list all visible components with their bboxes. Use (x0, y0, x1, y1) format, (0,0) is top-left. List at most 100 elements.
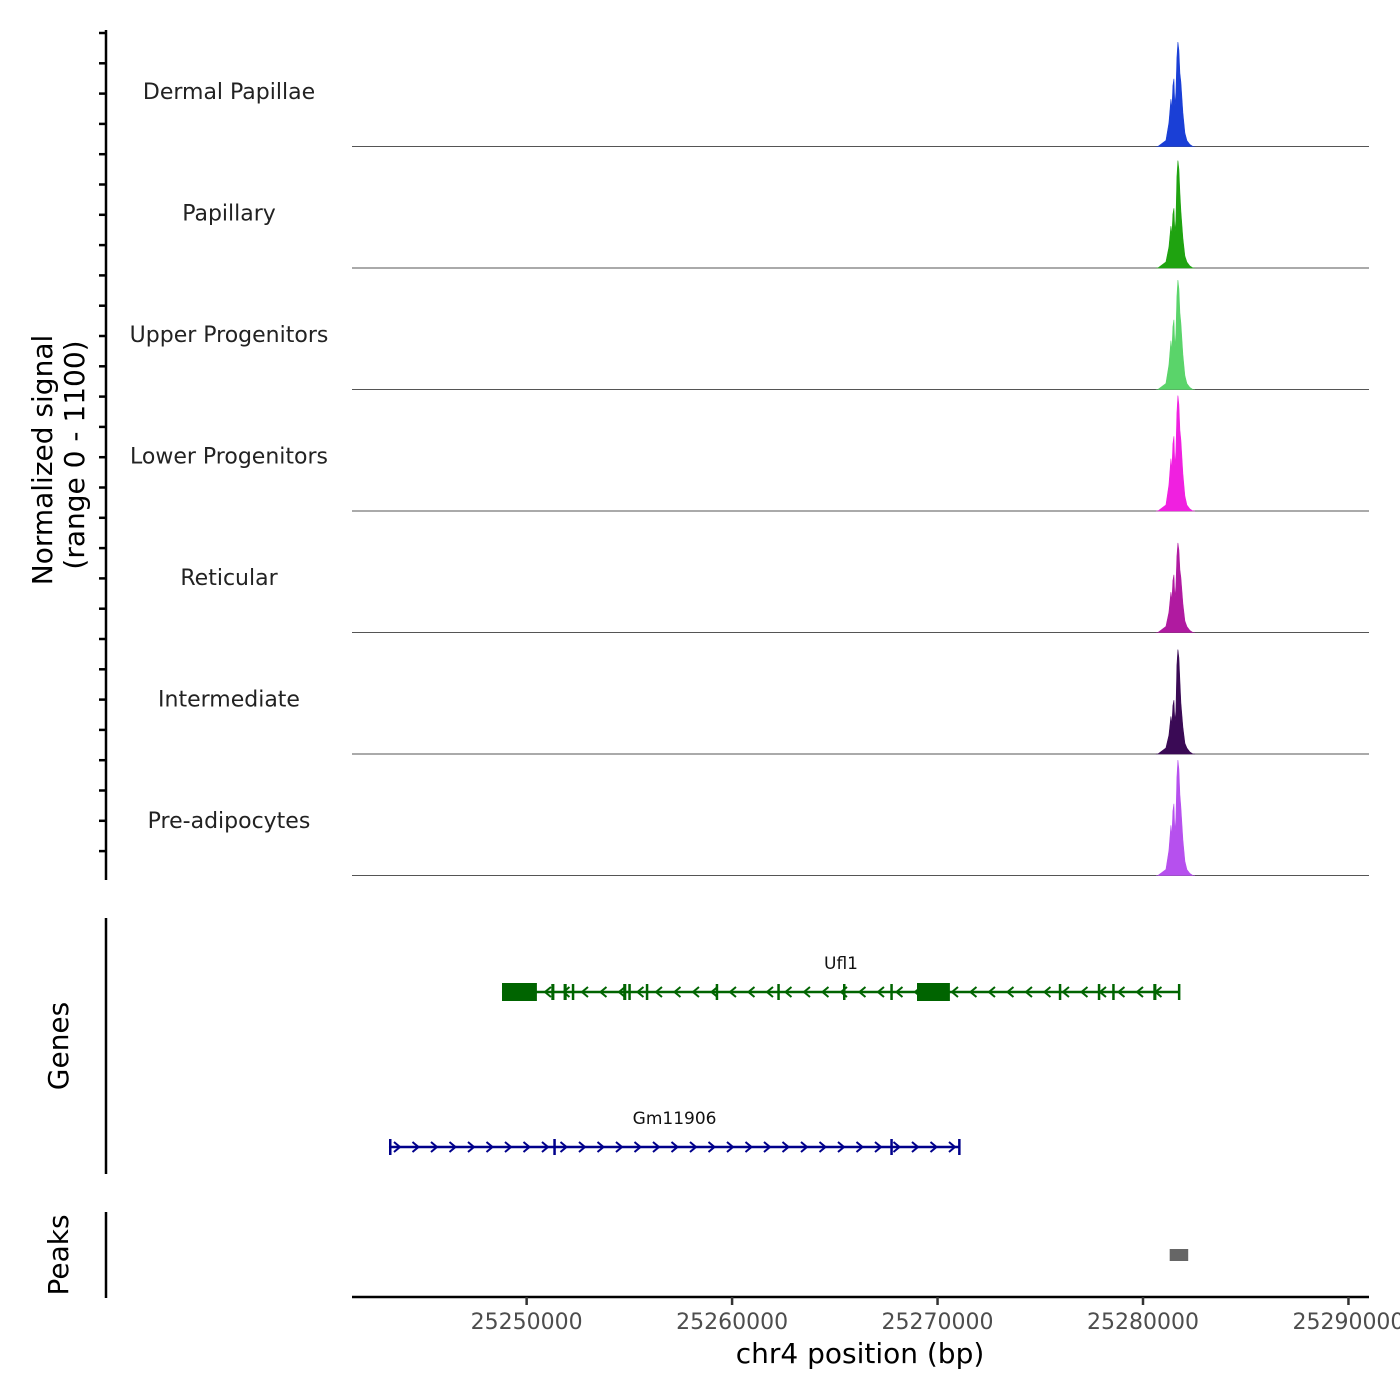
strand-chevron (411, 1141, 421, 1153)
x-axis-ticks: 25250000 25260000 25270000 25280000 25290000 (471, 1297, 1400, 1335)
exon (623, 984, 627, 1000)
track-dermal-papillae: Dermal Papillae (143, 41, 1369, 147)
strand-chevron (707, 1141, 717, 1153)
track-label: Pre-adipocytes (148, 809, 311, 834)
x-tick-label: 25260000 (676, 1310, 788, 1335)
coverage-peak (1155, 395, 1195, 512)
strand-chevron (652, 1141, 661, 1153)
strand-chevron (1061, 986, 1070, 998)
exon (1058, 984, 1062, 1000)
track-label: Intermediate (158, 687, 300, 712)
coverage-peak (1155, 279, 1195, 390)
strand-chevron (691, 986, 700, 998)
strand-chevron (654, 986, 663, 998)
coverage-peak (1155, 41, 1195, 147)
strand-chevron (672, 986, 682, 998)
strand-chevron (746, 986, 756, 998)
strand-chevron (633, 1141, 643, 1153)
exon (843, 984, 846, 1000)
strand-chevron (504, 1141, 513, 1153)
strand-chevron (485, 1141, 495, 1153)
track-papillary: Papillary (182, 160, 1369, 269)
strand-chevron (543, 986, 552, 998)
strand-chevron (578, 1141, 587, 1153)
strand-chevron (430, 1141, 439, 1153)
strand-chevron (689, 1141, 698, 1153)
y-axis-title-line1: Normalized signal (26, 335, 59, 586)
strand-chevron (670, 1141, 680, 1153)
strand-chevron (874, 1141, 883, 1153)
track-upper-progenitors: Upper Progenitors (130, 279, 1369, 390)
gene-ufl1: Ufl1 (501, 954, 1181, 1001)
exon (571, 984, 575, 1000)
strand-chevron (1135, 986, 1144, 998)
strand-chevron (763, 1141, 772, 1153)
strand-chevron (837, 1141, 846, 1153)
exon (917, 983, 950, 1001)
strand-chevron (820, 986, 830, 998)
x-tick-label: 25270000 (882, 1310, 994, 1335)
coverage-tracks: Dermal Papillae Papillary Upper Progenitor… (130, 41, 1369, 876)
strand-chevron (894, 986, 904, 998)
strand-chevron (559, 1141, 569, 1153)
exon (777, 984, 780, 1000)
strand-chevron (1005, 986, 1015, 998)
exon (1097, 984, 1101, 1000)
strand-chevron (596, 1141, 606, 1153)
strand-chevron (728, 986, 737, 998)
gene-label: Ufl1 (824, 954, 858, 974)
gene-label: Gm11906 (633, 1109, 717, 1129)
strand-chevron (800, 1141, 809, 1153)
strand-chevron (522, 1141, 532, 1153)
exon (553, 1139, 556, 1155)
strand-chevron (783, 986, 793, 998)
genes-panel: Ufl1 Gm11906 (388, 954, 1181, 1155)
strand-chevron (467, 1141, 476, 1153)
exon (645, 984, 649, 1000)
strand-chevron (802, 986, 811, 998)
strand-chevron (892, 1141, 902, 1153)
strand-chevron (393, 1141, 402, 1153)
peaks-panel (1169, 1249, 1189, 1261)
track-pre-adipocytes: Pre-adipocytes (148, 759, 1369, 876)
strand-chevron (950, 986, 959, 998)
strand-chevron (1024, 986, 1033, 998)
x-tick-label: 25250000 (471, 1310, 583, 1335)
strand-chevron (580, 986, 589, 998)
strand-chevron (448, 1141, 458, 1153)
strand-chevron (857, 986, 867, 998)
exon (1177, 984, 1181, 1000)
strand-chevron (561, 986, 571, 998)
exon (502, 983, 537, 1001)
strand-chevron (987, 986, 996, 998)
exon (1153, 984, 1157, 1000)
x-axis-title: chr4 position (bp) (736, 1337, 985, 1370)
track-label: Reticular (180, 566, 278, 591)
coverage-peak (1155, 649, 1195, 755)
strand-chevron (876, 986, 885, 998)
exon (389, 1139, 392, 1155)
track-lower-progenitors: Lower Progenitors (130, 395, 1369, 512)
strand-chevron (615, 1141, 624, 1153)
strand-chevron (1079, 986, 1089, 998)
track-label: Upper Progenitors (130, 323, 329, 348)
exon (551, 984, 555, 1000)
track-label: Lower Progenitors (130, 444, 328, 469)
strand-chevron (635, 986, 645, 998)
track-label: Dermal Papillae (143, 80, 315, 105)
strand-chevron (911, 1141, 920, 1153)
peaks-panel-title: Peaks (42, 1214, 75, 1295)
strand-chevron (968, 986, 978, 998)
exon (628, 984, 631, 1000)
exon (890, 984, 893, 1000)
strand-chevron (781, 1141, 791, 1153)
strand-chevron (818, 1141, 828, 1153)
strand-chevron (948, 1141, 957, 1153)
strand-chevron (929, 1141, 939, 1153)
coverage-peak (1155, 542, 1195, 633)
gene-gm11906: Gm11906 (388, 1109, 961, 1155)
exon (958, 1139, 961, 1155)
strand-chevron (709, 986, 719, 998)
y-axis-title-line2: (range 0 - 1100) (58, 340, 91, 569)
